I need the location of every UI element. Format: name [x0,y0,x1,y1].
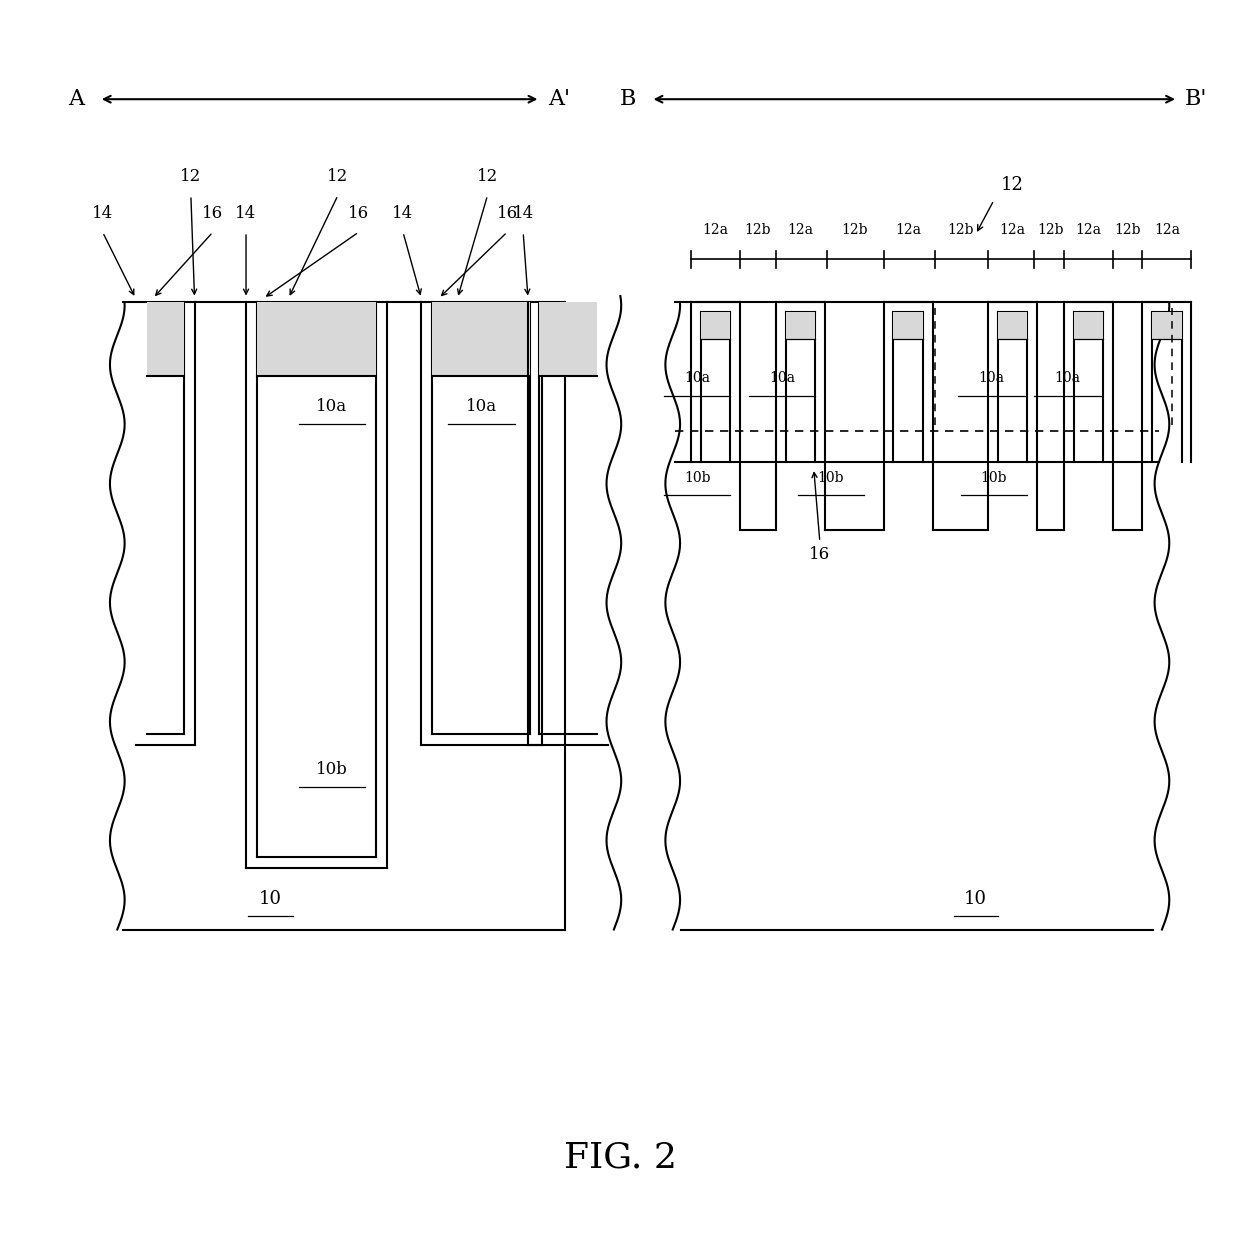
Bar [1152,312,1182,340]
Bar [998,312,1027,340]
Text: 10a: 10a [466,398,497,415]
Text: 10a: 10a [769,372,795,386]
Text: 10: 10 [963,889,987,908]
Bar [1074,312,1104,340]
Text: A: A [68,88,84,111]
Text: 10a: 10a [1054,372,1080,386]
Text: 12b: 12b [1037,223,1064,236]
Text: 12b: 12b [745,223,771,236]
Text: 10b: 10b [316,761,347,778]
Text: 10b: 10b [817,471,844,485]
Text: 10b: 10b [684,471,711,485]
Text: B: B [620,88,636,111]
Text: 12a: 12a [1154,223,1179,236]
Bar [433,302,531,376]
Text: 12a: 12a [895,223,921,236]
Text: 16: 16 [348,205,370,223]
Text: 12a: 12a [787,223,813,236]
Text: 10: 10 [259,889,281,908]
Text: 12a: 12a [999,223,1025,236]
Text: 16: 16 [497,205,518,223]
Bar [146,302,184,376]
Bar [539,302,596,376]
Text: 10b: 10b [981,471,1007,485]
Bar [701,312,730,340]
Bar [785,312,815,340]
Text: 10a: 10a [684,372,711,386]
Text: 12b: 12b [841,223,868,236]
Text: 12: 12 [1001,177,1024,194]
Text: 14: 14 [512,205,533,223]
Text: 12a: 12a [1075,223,1101,236]
Text: 12b: 12b [947,223,973,236]
Text: 14: 14 [236,205,257,223]
Text: 12: 12 [327,168,348,185]
Text: 12: 12 [477,168,498,185]
Text: 16: 16 [202,205,223,223]
Text: A': A' [548,88,570,111]
Bar [257,302,376,376]
Text: 10a: 10a [316,398,347,415]
Text: 12: 12 [180,168,201,185]
Text: 14: 14 [92,205,113,223]
Text: 12b: 12b [1115,223,1141,236]
Text: 14: 14 [392,205,414,223]
Text: B': B' [1185,88,1208,111]
Text: 16: 16 [810,546,831,562]
Text: 12a: 12a [703,223,729,236]
Bar [894,312,923,340]
Text: FIG. 2: FIG. 2 [563,1140,677,1174]
Text: 10a: 10a [978,372,1004,386]
